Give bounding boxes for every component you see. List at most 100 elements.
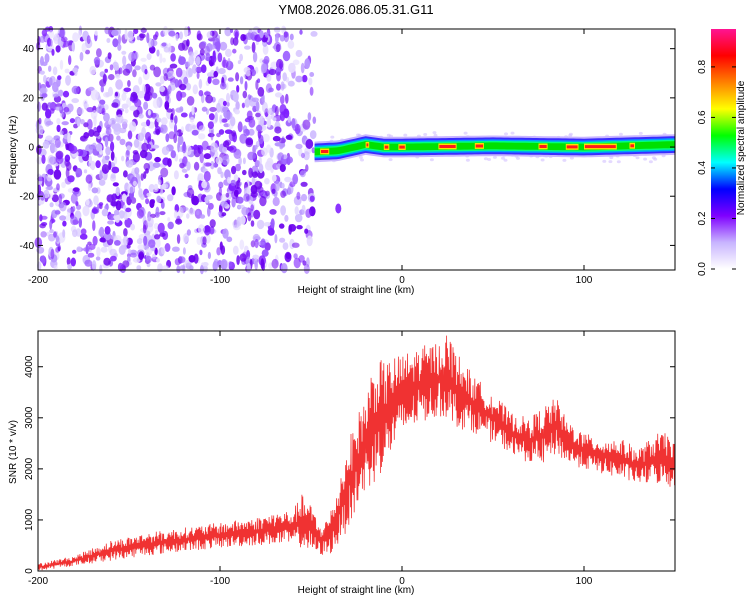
heatmap-noise-cell	[105, 127, 112, 136]
heatmap-noise-cell	[210, 129, 214, 141]
heatmap-noise-cell	[64, 68, 70, 74]
heatmap-noise-cell	[278, 223, 285, 229]
heatmap-frame	[37, 28, 676, 271]
heatmap-noise-cell	[309, 86, 314, 96]
heatmap-noise-cell	[133, 138, 140, 148]
heatmap-noise-cell	[143, 171, 147, 180]
heatmap-noise-cell	[141, 142, 149, 152]
heatmap-noise-cell	[301, 204, 306, 215]
heatmap-noise-cell	[129, 121, 137, 133]
heatmap-halo-cell	[540, 158, 545, 162]
heatmap-noise-cell	[41, 154, 46, 164]
heatmap-y-tick-label: 0	[28, 143, 34, 154]
heatmap-noise-cell	[155, 82, 162, 87]
heatmap-noise-cell	[59, 201, 67, 212]
heatmap-noise-cell	[172, 246, 180, 252]
heatmap-noise-cell	[59, 27, 65, 39]
heatmap-noise-cell	[269, 209, 277, 215]
heatmap-noise-cell	[115, 114, 124, 124]
heatmap-noise-cell	[235, 101, 240, 111]
heatmap-noise-cell	[146, 192, 152, 197]
heatmap-halo-cell	[635, 156, 640, 160]
heatmap-noise-cell	[238, 156, 242, 166]
heatmap-noise-cell	[123, 204, 127, 210]
heatmap-noise-cell	[53, 231, 57, 238]
heatmap-noise-cell	[182, 247, 186, 255]
heatmap-noise-cell	[275, 44, 281, 52]
heatmap-noise-cell	[67, 175, 75, 183]
colorbar-tick-label: 0.6	[697, 110, 708, 124]
heatmap-noise-cell	[267, 107, 272, 115]
heatmap-noise-cell	[309, 195, 315, 202]
heatmap-noise-cell	[154, 212, 160, 218]
heatmap-noise-cell	[55, 155, 64, 165]
heatmap-noise-cell	[282, 50, 291, 62]
heatmap-noise-cell	[272, 117, 277, 122]
heatmap-noise-cell	[198, 78, 203, 89]
heatmap-noise-cell	[161, 246, 166, 255]
heatmap-noise-cell	[160, 123, 167, 133]
heatmap-noise-cell	[173, 210, 178, 219]
heatmap-noise-cell	[286, 156, 293, 164]
heatmap-noise-cell	[205, 94, 214, 104]
heatmap-noise-cell	[101, 164, 110, 174]
heatmap-noise-cell	[191, 125, 196, 130]
heatmap-noise-cell	[272, 135, 281, 142]
heatmap-noise-cell	[38, 117, 42, 125]
heatmap-noise-cell	[169, 119, 175, 129]
heatmap-noise-cell	[309, 72, 315, 77]
heatmap-noise-cell	[61, 121, 69, 126]
heatmap-halo-cell	[516, 156, 520, 160]
heatmap-noise-cell	[217, 211, 222, 216]
snr-line	[37, 335, 676, 571]
heatmap-noise-cell	[244, 45, 251, 50]
heatmap-noise-cell	[271, 174, 277, 182]
heatmap-noise-cell	[92, 235, 98, 246]
heatmap-halo-cell	[465, 158, 470, 162]
heatmap-noise-cell	[281, 183, 285, 189]
heatmap-noise-cell	[284, 214, 289, 222]
heatmap-noise-cell	[266, 118, 272, 128]
heatmap-halo-cell	[651, 156, 656, 160]
heatmap-noise-cell	[143, 235, 148, 246]
heatmap-noise-cell	[133, 109, 140, 118]
heatmap-noise-cell	[184, 173, 189, 179]
heatmap-noise-cell	[142, 83, 146, 95]
heatmap-noise-cell	[226, 101, 230, 107]
heatmap-noise-cell	[229, 28, 234, 33]
figure-title: YM08.2026.086.05.31.G11	[278, 2, 433, 17]
heatmap-noise-cell	[242, 90, 248, 99]
heatmap-halo-cell	[643, 157, 648, 161]
heatmap-noise-cell	[105, 146, 111, 156]
heatmap-noise-cell	[242, 157, 246, 165]
heatmap-noise-cell	[280, 94, 285, 105]
heatmap-noise-cell	[79, 51, 84, 62]
heatmap-noise-cell	[147, 109, 151, 116]
heatmap-noise-cell	[56, 183, 60, 191]
heatmap-noise-cell	[165, 92, 170, 103]
heatmap-noise-cell	[150, 39, 158, 47]
heatmap-noise-cell	[272, 196, 280, 207]
colorbar-tick-label: 0.4	[697, 161, 708, 175]
heatmap-noise-cell	[121, 193, 127, 203]
heatmap-noise-cell	[148, 46, 156, 54]
heatmap-halo-cell	[602, 159, 607, 163]
heatmap-noise-cell	[104, 226, 111, 235]
heatmap-noise-cell	[122, 55, 127, 66]
heatmap-noise-cell	[114, 209, 120, 216]
heatmap-noise-cell	[280, 81, 285, 91]
heatmap-halo-cell	[483, 157, 488, 161]
heatmap-noise-cell	[40, 255, 46, 264]
heatmap-noise-cell	[259, 196, 267, 207]
heatmap-noise-cell	[140, 173, 144, 181]
heatmap-noise-cell	[250, 204, 254, 212]
heatmap-noise-cell	[254, 238, 259, 249]
heatmap-noise-cell	[193, 253, 199, 264]
heatmap-noise-cell	[56, 124, 61, 133]
heatmap-noise-cell	[61, 181, 66, 189]
heatmap-noise-cell	[231, 197, 236, 208]
heatmap-noise-cell	[256, 124, 263, 132]
heatmap-noise-cell	[223, 140, 230, 148]
heatmap-noise-cell	[52, 93, 59, 98]
